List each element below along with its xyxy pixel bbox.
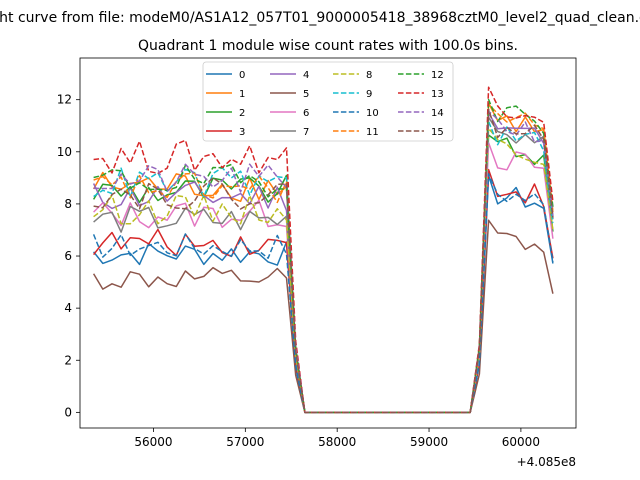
- x-tick-label: 60000: [502, 435, 540, 449]
- y-axis: 0 2 4 6 8 10 12: [57, 93, 80, 419]
- legend-label-0: 0: [239, 70, 245, 81]
- legend-label-12: 12: [431, 70, 444, 81]
- figure-suptitle: Light curve from file: modeM0/AS1A12_057…: [0, 10, 640, 26]
- y-tick-label: 8: [64, 197, 72, 211]
- plot-frame: [79, 57, 577, 429]
- legend-label-9: 9: [366, 89, 372, 100]
- series-line-15: [93, 108, 554, 414]
- legend-label-15: 15: [431, 127, 444, 138]
- legend-label-13: 13: [431, 89, 444, 100]
- y-tick-label: 2: [64, 353, 72, 367]
- legend-label-10: 10: [366, 108, 379, 119]
- x-offset-label: +4.085e8: [517, 455, 576, 469]
- legend-label-1: 1: [239, 89, 245, 100]
- legend-frame: [202, 61, 454, 142]
- y-tick-label: 4: [64, 301, 72, 315]
- y-tick-label: 12: [57, 93, 72, 107]
- x-axis: 56000 57000 58000 59000 60000: [134, 428, 540, 449]
- legend-label-5: 5: [303, 89, 309, 100]
- legend-label-11: 11: [366, 127, 379, 138]
- y-tick-label: 0: [64, 405, 72, 419]
- legend-label-8: 8: [366, 70, 372, 81]
- legend-label-7: 7: [303, 127, 309, 138]
- x-tick-label: 56000: [134, 435, 172, 449]
- y-tick-label: 6: [64, 249, 72, 263]
- series-line-12: [93, 98, 554, 414]
- y-tick-label: 10: [57, 145, 72, 159]
- x-tick-label: 57000: [226, 435, 264, 449]
- chart-title: Quadrant 1 module wise count rates with …: [138, 38, 518, 54]
- legend-label-6: 6: [303, 108, 309, 119]
- x-tick-label: 58000: [318, 435, 356, 449]
- legend-label-4: 4: [303, 70, 309, 81]
- series-layer: [92, 86, 554, 414]
- legend-label-14: 14: [431, 108, 444, 119]
- x-tick-label: 59000: [410, 435, 448, 449]
- legend-label-2: 2: [239, 108, 245, 119]
- legend-label-3: 3: [239, 127, 245, 138]
